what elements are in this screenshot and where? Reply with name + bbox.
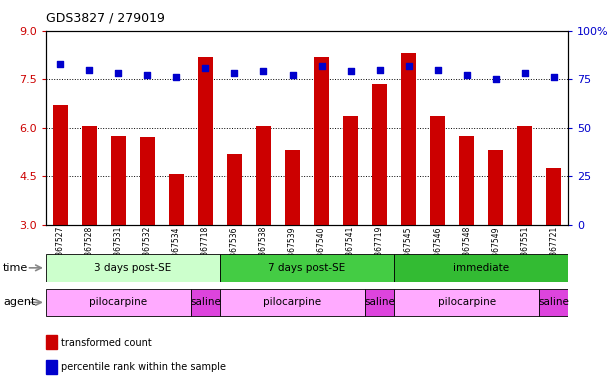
FancyBboxPatch shape (394, 289, 540, 316)
Bar (285, 150, 300, 225)
FancyBboxPatch shape (46, 254, 220, 282)
FancyBboxPatch shape (365, 289, 394, 316)
Point (56, 61, 65, 67)
Bar (53, 105, 68, 225)
Point (404, 63, 414, 69)
Bar (430, 116, 445, 225)
Bar (314, 56, 329, 225)
Bar (256, 126, 271, 225)
Point (84, 66, 94, 73)
Text: immediate: immediate (453, 263, 509, 273)
Text: percentile rank within the sample: percentile rank within the sample (61, 362, 226, 372)
Text: time: time (3, 263, 28, 273)
Point (172, 74, 181, 80)
Point (114, 70, 123, 76)
FancyBboxPatch shape (191, 289, 220, 316)
Text: saline: saline (190, 297, 221, 308)
Bar (227, 154, 242, 225)
Point (230, 70, 240, 76)
Point (375, 66, 384, 73)
Text: pilocarpine: pilocarpine (437, 297, 496, 308)
Bar (546, 168, 561, 225)
Text: saline: saline (364, 297, 395, 308)
FancyBboxPatch shape (220, 289, 365, 316)
Text: GDS3827 / 279019: GDS3827 / 279019 (46, 12, 165, 25)
Bar (372, 84, 387, 225)
Point (316, 63, 326, 69)
Bar (488, 150, 503, 225)
Bar (343, 116, 358, 225)
Point (200, 65, 210, 71)
Point (288, 72, 298, 78)
Bar (401, 53, 416, 225)
Bar (459, 136, 474, 225)
FancyBboxPatch shape (220, 254, 394, 282)
Text: pilocarpine: pilocarpine (263, 297, 321, 308)
Point (462, 72, 472, 78)
Text: saline: saline (538, 297, 569, 308)
Bar (82, 126, 97, 225)
Bar (518, 126, 532, 225)
Text: pilocarpine: pilocarpine (89, 297, 147, 308)
Bar (198, 56, 213, 225)
Point (258, 68, 268, 74)
FancyBboxPatch shape (540, 289, 568, 316)
Text: transformed count: transformed count (61, 338, 152, 348)
Bar (111, 136, 126, 225)
FancyBboxPatch shape (394, 254, 568, 282)
Point (433, 66, 442, 73)
Point (549, 74, 558, 80)
Point (346, 68, 356, 74)
Bar (140, 137, 155, 225)
Point (520, 70, 530, 76)
Point (491, 76, 500, 82)
FancyBboxPatch shape (46, 289, 191, 316)
Bar (169, 174, 184, 225)
Text: 7 days post-SE: 7 days post-SE (268, 263, 346, 273)
Text: agent: agent (3, 297, 35, 307)
Text: 3 days post-SE: 3 days post-SE (94, 263, 172, 273)
Point (142, 72, 152, 78)
